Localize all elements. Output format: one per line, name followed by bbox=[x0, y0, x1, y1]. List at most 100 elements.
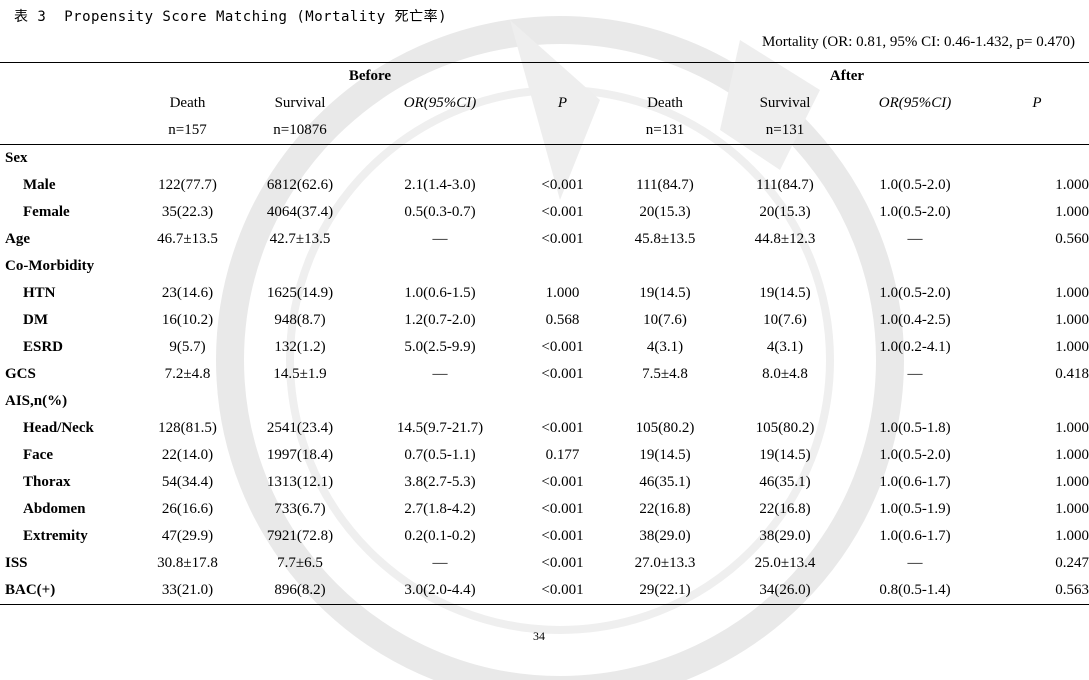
table-cell: 111(84.7) bbox=[756, 177, 814, 193]
table-cell: <0.001 bbox=[541, 555, 584, 571]
table-cell: 19(14.5) bbox=[639, 447, 691, 463]
table-cell: 19(14.5) bbox=[759, 447, 811, 463]
row-label: Thorax bbox=[23, 474, 71, 490]
table-row: ISS 30.8±17.8 7.7±6.5 — <0.001 27.0±13.3 25.0±… bbox=[0, 550, 1089, 577]
table-cell: 5.0(2.5-9.9) bbox=[404, 339, 476, 355]
table-cell: 38(29.0) bbox=[639, 528, 691, 544]
table-cell: <0.001 bbox=[541, 582, 584, 598]
col-before-death: Death bbox=[169, 95, 206, 111]
table-cell: — bbox=[907, 231, 923, 247]
table-cell bbox=[520, 145, 605, 173]
table-cell: 34(26.0) bbox=[759, 582, 811, 598]
before-survival-n: n=10876 bbox=[273, 122, 327, 138]
table-cell: 1625(14.9) bbox=[266, 285, 334, 301]
table-cell: 1.000 bbox=[1055, 420, 1089, 436]
table-row: Thorax 54(34.4) 1313(12.1) 3.8(2.7-5.3) <0.0… bbox=[0, 469, 1089, 496]
table-cell: — bbox=[907, 366, 923, 382]
table-cell: — bbox=[432, 366, 448, 382]
after-death-n: n=131 bbox=[645, 122, 685, 138]
table-cell: 1313(12.1) bbox=[266, 474, 334, 490]
table-cell: 0.568 bbox=[545, 312, 580, 328]
table-row: GCS 7.2±4.8 14.5±1.9 — <0.001 7.5±4.8 8.0±4.8 —… bbox=[0, 361, 1089, 388]
table-cell: 105(80.2) bbox=[755, 420, 815, 436]
table-cell: 0.177 bbox=[545, 447, 580, 463]
table-cell: 2541(23.4) bbox=[266, 420, 334, 436]
table-cell: 1.000 bbox=[1055, 474, 1089, 490]
table-cell bbox=[985, 253, 1089, 280]
table-cell: 1.0(0.5-1.8) bbox=[879, 420, 951, 436]
table-cell: <0.001 bbox=[541, 177, 584, 193]
table-cell: 0.418 bbox=[1055, 366, 1089, 382]
table-cell: <0.001 bbox=[541, 339, 584, 355]
row-label: HTN bbox=[23, 285, 56, 301]
table-cell: 45.8±13.5 bbox=[634, 231, 696, 247]
header-blank bbox=[0, 63, 135, 91]
table-cell: 1.000 bbox=[1055, 501, 1089, 517]
table-cell: 1.0(0.5-2.0) bbox=[879, 285, 951, 301]
table-cell: 1.0(0.5-2.0) bbox=[879, 177, 951, 193]
table-cell: 35(22.3) bbox=[161, 204, 214, 220]
table-cell: 948(8.7) bbox=[274, 312, 326, 328]
table-cell bbox=[845, 388, 985, 415]
table-cell: 7.7±6.5 bbox=[277, 555, 323, 571]
table-cell: 29(22.1) bbox=[639, 582, 691, 598]
row-label: AIS,n(%) bbox=[5, 393, 68, 409]
table-caption: 表 3 Propensity Score Matching (Mortality… bbox=[14, 9, 448, 25]
table-cell bbox=[135, 145, 240, 173]
table-cell: 0.560 bbox=[1055, 231, 1089, 247]
row-label: Extremity bbox=[23, 528, 88, 544]
table-row: AIS,n(%) bbox=[0, 388, 1089, 415]
table-cell: 6812(62.6) bbox=[266, 177, 334, 193]
table-cell: 132(1.2) bbox=[274, 339, 326, 355]
table-cell: 54(34.4) bbox=[161, 474, 214, 490]
table-cell: 128(81.5) bbox=[158, 420, 217, 436]
row-label: Head/Neck bbox=[23, 420, 94, 436]
table-cell: 22(16.8) bbox=[759, 501, 811, 517]
table-cell: 0.8(0.5-1.4) bbox=[879, 582, 951, 598]
table-cell: 47(29.9) bbox=[161, 528, 214, 544]
table-cell: 14.5(9.7-21.7) bbox=[396, 420, 484, 436]
col-after-death: Death bbox=[647, 95, 683, 111]
table-cell: 3.8(2.7-5.3) bbox=[404, 474, 476, 490]
table-cell: 0.247 bbox=[1055, 555, 1089, 571]
table-cell: 1997(18.4) bbox=[266, 447, 334, 463]
row-label: ESRD bbox=[23, 339, 64, 355]
table-cell bbox=[360, 388, 520, 415]
table-cell: 896(8.2) bbox=[274, 582, 326, 598]
table-cell: <0.001 bbox=[541, 420, 584, 436]
table-cell bbox=[240, 253, 360, 280]
table-cell: <0.001 bbox=[541, 366, 584, 382]
table-cell: 1.0(0.2-4.1) bbox=[879, 339, 951, 355]
table-cell: 1.2(0.7-2.0) bbox=[404, 312, 476, 328]
table-cell: 38(29.0) bbox=[759, 528, 811, 544]
table-cell: <0.001 bbox=[541, 204, 584, 220]
table-cell: 1.000 bbox=[545, 285, 580, 301]
table-cell bbox=[135, 388, 240, 415]
table-cell: — bbox=[907, 555, 923, 571]
col-after-p: P bbox=[1032, 95, 1042, 111]
row-label: Abdomen bbox=[23, 501, 86, 517]
table-cell bbox=[520, 253, 605, 280]
table-cell: 122(77.7) bbox=[158, 177, 217, 193]
table-cell bbox=[725, 388, 845, 415]
table-cell: 4(3.1) bbox=[766, 339, 804, 355]
table-cell bbox=[845, 145, 985, 173]
table-row: Head/Neck 128(81.5) 2541(23.4) 14.5(9.7-21.… bbox=[0, 415, 1089, 442]
table-cell: 0.2(0.1-0.2) bbox=[404, 528, 476, 544]
group-after: After bbox=[829, 68, 865, 84]
table-row: Female 35(22.3) 4064(37.4) 0.5(0.3-0.7) <0.0… bbox=[0, 199, 1089, 226]
table-cell bbox=[985, 388, 1089, 415]
row-label: ISS bbox=[5, 555, 28, 571]
table-cell: 0.5(0.3-0.7) bbox=[404, 204, 476, 220]
table-cell: 10(7.6) bbox=[763, 312, 807, 328]
table-cell: — bbox=[432, 231, 448, 247]
row-label: Co-Morbidity bbox=[5, 258, 95, 274]
table-cell: 1.0(0.6-1.7) bbox=[879, 474, 951, 490]
table-cell: <0.001 bbox=[541, 501, 584, 517]
table-row: Extremity 47(29.9) 7921(72.8) 0.2(0.1-0.2) <… bbox=[0, 523, 1089, 550]
table-cell: 1.0(0.5-2.0) bbox=[879, 204, 951, 220]
table-cell bbox=[605, 388, 725, 415]
table-cell: 1.000 bbox=[1055, 312, 1089, 328]
row-label: Sex bbox=[5, 150, 28, 166]
table-cell: 42.7±13.5 bbox=[269, 231, 331, 247]
